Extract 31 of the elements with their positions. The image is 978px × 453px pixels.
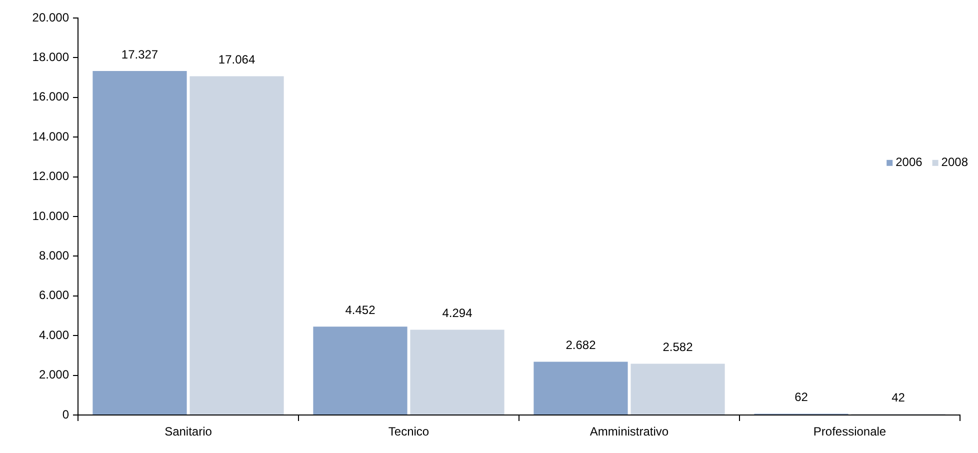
y-tick-label: 6.000 (38, 288, 70, 302)
x-tick-label: Amministrativo (590, 424, 669, 439)
y-tick-label: 20.000 (32, 10, 70, 24)
bar (410, 330, 504, 414)
data-label: 2.582 (662, 340, 694, 354)
y-tick-label: 0 (62, 407, 70, 422)
data-label: 17.064 (218, 52, 256, 67)
y-tick-label: 10.000 (32, 208, 70, 223)
bar (190, 76, 284, 414)
data-label: 4.452 (345, 302, 376, 317)
legend-label: 2008 (941, 155, 968, 170)
y-tick-label: 2.000 (38, 368, 70, 382)
data-label: 2.682 (566, 338, 596, 352)
data-label: 17.327 (121, 47, 158, 62)
x-tick-label: Professionale (813, 424, 886, 439)
y-tick-label: 4.000 (38, 328, 70, 342)
data-label: 4.294 (442, 306, 473, 320)
bar (313, 326, 408, 414)
x-tick-label: Tecnico (388, 424, 430, 439)
bar (92, 71, 187, 414)
bar (630, 364, 725, 414)
data-label: 42 (892, 390, 906, 404)
y-tick-label: 8.000 (38, 248, 70, 263)
data-label: 62 (794, 390, 808, 404)
y-tick-label: 18.000 (32, 50, 70, 64)
y-tick-label: 14.000 (32, 129, 70, 144)
y-tick-label: 16.000 (32, 90, 70, 104)
x-tick-label: Sanitario (164, 424, 212, 439)
legend-label: 2006 (896, 155, 923, 170)
y-tick-label: 12.000 (32, 169, 70, 184)
bar (534, 362, 628, 414)
